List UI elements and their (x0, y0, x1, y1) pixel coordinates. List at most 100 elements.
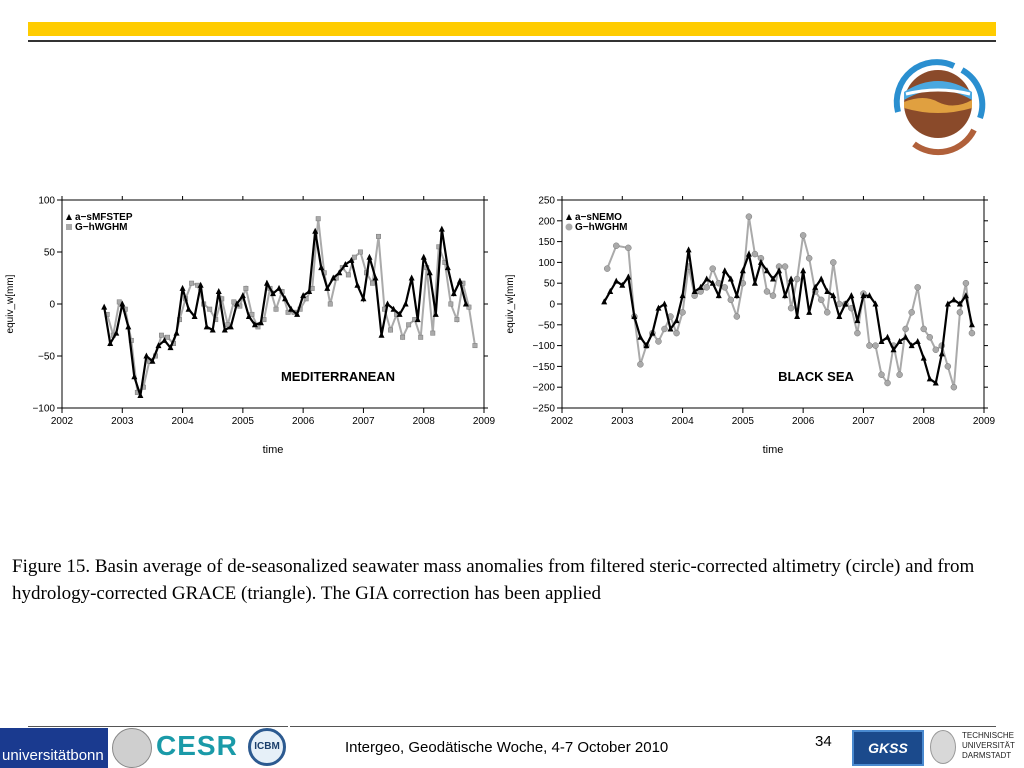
data-point-square (274, 307, 278, 311)
data-point-triangle (354, 282, 360, 288)
data-point-triangle (752, 280, 758, 286)
data-point-circle (927, 334, 933, 340)
data-point-triangle (794, 313, 800, 319)
data-point-circle (879, 372, 885, 378)
data-point-circle (637, 361, 643, 367)
data-point-square (406, 323, 410, 327)
legend-label: G−hWGHM (575, 222, 628, 233)
legend-marker (566, 214, 572, 220)
data-point-circle (655, 338, 661, 344)
x-tick-label: 2008 (413, 416, 436, 427)
tu-darmstadt-logo: TECHNISCHE UNIVERSITÄT DARMSTADT (962, 731, 1015, 761)
footer-divider (290, 726, 996, 727)
y-tick-label: 100 (38, 196, 55, 207)
data-point-square (449, 302, 453, 306)
y-tick-label: 150 (538, 237, 555, 248)
data-point-square (328, 302, 332, 306)
data-point-square (189, 281, 193, 285)
x-tick-label: 2009 (973, 416, 996, 427)
data-point-circle (963, 280, 969, 286)
x-tick-label: 2005 (732, 416, 755, 427)
data-point-circle (625, 245, 631, 251)
data-point-circle (770, 293, 776, 299)
data-point-circle (613, 243, 619, 249)
data-point-circle (704, 284, 710, 290)
data-point-square (346, 273, 350, 277)
data-point-triangle (806, 309, 812, 315)
y-tick-label: 250 (538, 196, 555, 207)
data-point-circle (921, 326, 927, 332)
x-tick-label: 2006 (792, 416, 815, 427)
data-point-circle (818, 297, 824, 303)
legend-marker (66, 224, 72, 230)
y-tick-label: −100 (532, 341, 555, 352)
data-point-circle (951, 384, 957, 390)
data-point-triangle (409, 275, 415, 281)
legend-marker (66, 214, 72, 220)
x-tick-label: 2005 (232, 416, 255, 427)
data-point-triangle (216, 288, 222, 294)
y-tick-label: −250 (532, 404, 555, 415)
data-point-circle (734, 313, 740, 319)
data-point-triangle (915, 338, 921, 344)
y-axis-label: equiv_w[mm] (505, 274, 516, 333)
chart-black-sea: 2002 2003 2004 2005 2006 2007 2008 2009 250 200 15… (500, 185, 1000, 460)
data-point-square (376, 234, 380, 238)
data-point-square (208, 307, 212, 311)
data-point-triangle (848, 292, 854, 298)
data-point-triangle (276, 285, 282, 291)
data-point-triangle (264, 280, 270, 286)
figure-caption: Figure 15. Basin average of de-seasonali… (12, 553, 1012, 607)
chart-title: MEDITERRANEAN (281, 369, 395, 384)
data-point-triangle (722, 267, 728, 273)
conference-name: Intergeo, Geodätische Woche, 4-7 October… (345, 739, 668, 756)
x-tick-label: 2002 (551, 416, 574, 427)
data-point-triangle (927, 375, 933, 381)
data-point-square (431, 331, 435, 335)
data-point-circle (674, 330, 680, 336)
y-axis-label: equiv_w[mm] (5, 274, 16, 333)
data-point-triangle (143, 353, 149, 359)
y-tick-label: 100 (538, 258, 555, 269)
data-point-square (388, 328, 392, 332)
data-point-circle (969, 330, 975, 336)
earth-cycle-logo (884, 52, 992, 156)
data-point-circle (788, 305, 794, 311)
y-tick-label: −50 (538, 320, 555, 331)
x-tick-label: 2003 (611, 416, 634, 427)
footer-divider-left (28, 726, 288, 727)
tu-darmstadt-logo-line: DARMSTADT (962, 751, 1015, 761)
data-point-triangle (180, 285, 186, 291)
data-point-circle (764, 289, 770, 295)
data-point-triangle (421, 254, 427, 260)
y-tick-label: 0 (549, 300, 555, 311)
data-point-circle (872, 343, 878, 349)
data-point-triangle (686, 246, 692, 252)
data-point-circle (806, 255, 812, 261)
data-point-square (165, 335, 169, 339)
data-point-square (316, 217, 320, 221)
page-number: 34 (815, 733, 832, 750)
data-point-triangle (661, 301, 667, 307)
y-tick-label: 0 (49, 300, 55, 311)
data-point-triangle (204, 323, 210, 329)
data-point-triangle (101, 304, 107, 310)
x-tick-label: 2004 (671, 416, 694, 427)
data-point-square (400, 335, 404, 339)
data-point-circle (854, 330, 860, 336)
data-point-circle (885, 380, 891, 386)
data-point-circle (824, 309, 830, 315)
data-point-circle (909, 309, 915, 315)
y-tick-label: 50 (544, 279, 556, 290)
data-point-circle (710, 266, 716, 272)
data-point-circle (661, 326, 667, 332)
y-tick-label: −200 (532, 383, 555, 394)
cesr-logo: CESR (156, 730, 238, 762)
x-axis-label: time (763, 444, 784, 456)
data-point-triangle (674, 317, 680, 323)
data-point-triangle (885, 334, 891, 340)
x-tick-label: 2009 (473, 416, 496, 427)
icbm-logo: ICBM (248, 728, 286, 766)
data-point-triangle (174, 330, 180, 336)
x-tick-label: 2002 (51, 416, 74, 427)
